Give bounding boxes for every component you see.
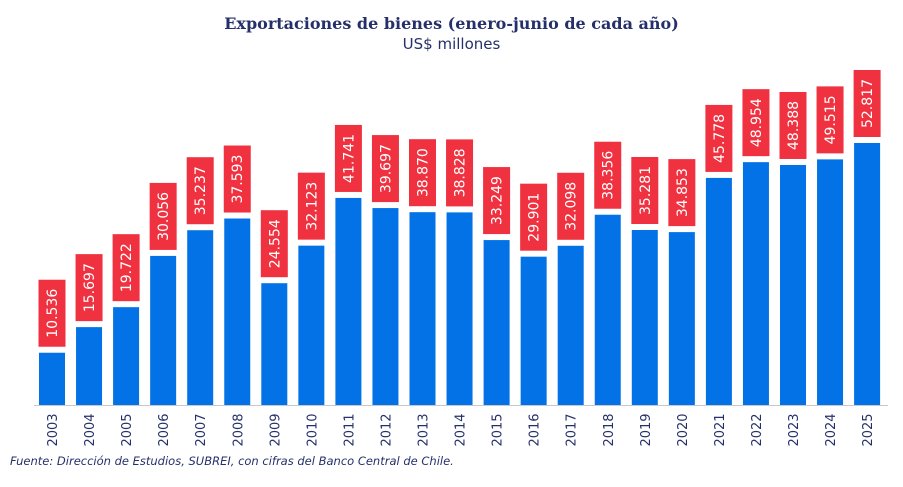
data-label-2005: 19.722 bbox=[119, 243, 135, 292]
data-label-box-2022 bbox=[742, 89, 770, 157]
data-label-box-2016 bbox=[520, 183, 548, 251]
data-label-2021: 45.778 bbox=[712, 114, 728, 163]
x-tick-label-2012: 2012 bbox=[379, 413, 394, 446]
data-label-2003: 10.536 bbox=[45, 289, 61, 338]
bar-2011 bbox=[335, 197, 362, 405]
data-label-2017: 32.098 bbox=[564, 182, 580, 231]
data-label-box-2014 bbox=[446, 139, 474, 207]
data-label-box-2009 bbox=[260, 210, 288, 278]
data-label-2010: 32.123 bbox=[304, 182, 320, 231]
data-label-box-2012 bbox=[371, 135, 399, 203]
x-tick-label-2018: 2018 bbox=[602, 413, 617, 446]
bar-2008 bbox=[224, 218, 251, 405]
data-label-2019: 35.281 bbox=[638, 166, 654, 215]
data-label-box-2015 bbox=[483, 167, 511, 235]
data-label-2016: 29.901 bbox=[527, 193, 543, 242]
data-label-box-2005 bbox=[112, 234, 140, 302]
data-label-2008: 37.593 bbox=[230, 155, 246, 204]
data-label-2022: 48.954 bbox=[749, 98, 765, 147]
bar-2005 bbox=[113, 307, 140, 405]
bar-2021 bbox=[705, 177, 732, 405]
x-tick-label-2003: 2003 bbox=[46, 413, 61, 446]
x-tick-label-2025: 2025 bbox=[861, 413, 876, 446]
bar-2003 bbox=[39, 352, 65, 405]
x-tick-label-2015: 2015 bbox=[491, 413, 506, 446]
data-label-box-2025 bbox=[853, 70, 881, 137]
x-tick-label-2014: 2014 bbox=[454, 413, 469, 446]
data-label-2013: 38.870 bbox=[416, 148, 432, 197]
x-tick-label-2005: 2005 bbox=[120, 413, 135, 446]
bar-2025 bbox=[854, 143, 881, 405]
data-label-2020: 34.853 bbox=[675, 168, 691, 217]
chart-subtitle: US$ millones bbox=[402, 35, 501, 53]
data-label-box-2024 bbox=[816, 86, 844, 154]
x-tick-label-2011: 2011 bbox=[342, 413, 357, 446]
x-tick-label-2023: 2023 bbox=[787, 413, 802, 446]
bar-2007 bbox=[187, 230, 214, 405]
bar-2006 bbox=[150, 255, 177, 405]
x-tick-label-2007: 2007 bbox=[194, 413, 209, 446]
bar-2019 bbox=[631, 229, 658, 405]
data-label-box-2017 bbox=[557, 172, 585, 240]
x-tick-label-2024: 2024 bbox=[824, 413, 839, 446]
data-label-box-2019 bbox=[631, 156, 659, 224]
x-tick-label-2004: 2004 bbox=[83, 413, 98, 446]
x-tick-label-2021: 2021 bbox=[713, 413, 728, 446]
data-label-box-2013 bbox=[409, 139, 436, 207]
x-tick-label-2006: 2006 bbox=[157, 413, 172, 446]
bar-2023 bbox=[780, 164, 806, 405]
chart-title: Exportaciones de bienes (enero-junio de … bbox=[224, 14, 679, 33]
bar-2020 bbox=[668, 232, 695, 405]
data-label-2014: 38.828 bbox=[453, 148, 469, 197]
data-label-2011: 41.741 bbox=[341, 134, 357, 183]
x-tick-label-2016: 2016 bbox=[528, 413, 543, 446]
data-label-box-2006 bbox=[149, 182, 177, 250]
x-tick-label-2008: 2008 bbox=[231, 413, 246, 446]
x-tick-label-2019: 2019 bbox=[639, 413, 654, 446]
x-tick-label-2013: 2013 bbox=[417, 413, 432, 446]
data-label-box-2003 bbox=[38, 279, 66, 347]
data-label-box-2010 bbox=[297, 172, 325, 240]
bar-2024 bbox=[817, 159, 844, 405]
bar-2013 bbox=[409, 212, 436, 405]
bar-2018 bbox=[594, 214, 621, 405]
data-label-box-2008 bbox=[223, 145, 251, 213]
data-label-box-2004 bbox=[75, 254, 103, 322]
data-label-2004: 15.697 bbox=[82, 263, 98, 312]
data-label-2007: 35.237 bbox=[193, 166, 209, 215]
bar-2012 bbox=[372, 208, 399, 405]
data-label-box-2007 bbox=[186, 157, 214, 225]
bar-2009 bbox=[261, 283, 288, 405]
bar-2015 bbox=[483, 240, 510, 405]
data-label-2023: 48.388 bbox=[786, 101, 802, 150]
x-tick-label-2009: 2009 bbox=[268, 413, 283, 446]
x-tick-label-2010: 2010 bbox=[305, 413, 320, 446]
x-tick-label-2022: 2022 bbox=[750, 413, 765, 446]
data-label-2015: 33.249 bbox=[490, 176, 506, 225]
bar-2010 bbox=[298, 245, 325, 405]
data-label-box-2023 bbox=[779, 91, 807, 159]
data-label-2012: 39.697 bbox=[378, 144, 394, 193]
data-label-2018: 38.356 bbox=[601, 151, 617, 200]
bar-2016 bbox=[520, 256, 547, 405]
source-note: Fuente: Dirección de Estudios, SUBREI, c… bbox=[10, 454, 454, 468]
bar-2022 bbox=[742, 162, 769, 405]
data-label-box-2018 bbox=[594, 141, 622, 209]
x-tick-label-2020: 2020 bbox=[676, 413, 691, 446]
x-tick-label-2017: 2017 bbox=[565, 413, 580, 446]
data-label-box-2020 bbox=[668, 159, 696, 227]
bar-2017 bbox=[557, 245, 584, 405]
bar-2004 bbox=[76, 327, 103, 405]
data-label-box-2021 bbox=[705, 104, 733, 172]
bar-2014 bbox=[446, 212, 473, 405]
data-label-box-2011 bbox=[334, 124, 362, 192]
data-label-2025: 52.817 bbox=[860, 79, 876, 128]
data-label-2006: 30.056 bbox=[156, 192, 172, 241]
data-label-2009: 24.554 bbox=[267, 219, 283, 268]
data-label-2024: 49.515 bbox=[823, 95, 839, 144]
